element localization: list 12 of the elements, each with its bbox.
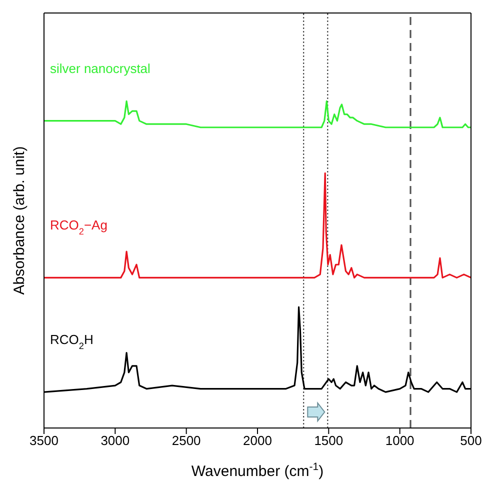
x-tick-label: 2500 [172, 433, 201, 448]
text: silver nanocrystal [50, 60, 151, 76]
x-tick-label: 2000 [243, 433, 272, 448]
x-axis-title: Wavenumber (cm$^{-1}$) [191, 461, 324, 480]
series-label: RCO$_{2}$−Ag [50, 218, 108, 237]
y-axis-title: Absorbance (arb. unit) [11, 146, 28, 295]
x-tick-label: 500 [460, 433, 482, 448]
x-tick-label: 3500 [30, 433, 58, 448]
x-tick-label: 1500 [314, 433, 344, 448]
x-tick-label: 1000 [385, 433, 414, 448]
text: RCO$_{2}$H [50, 332, 94, 352]
x-tick-label: 3000 [100, 433, 130, 448]
